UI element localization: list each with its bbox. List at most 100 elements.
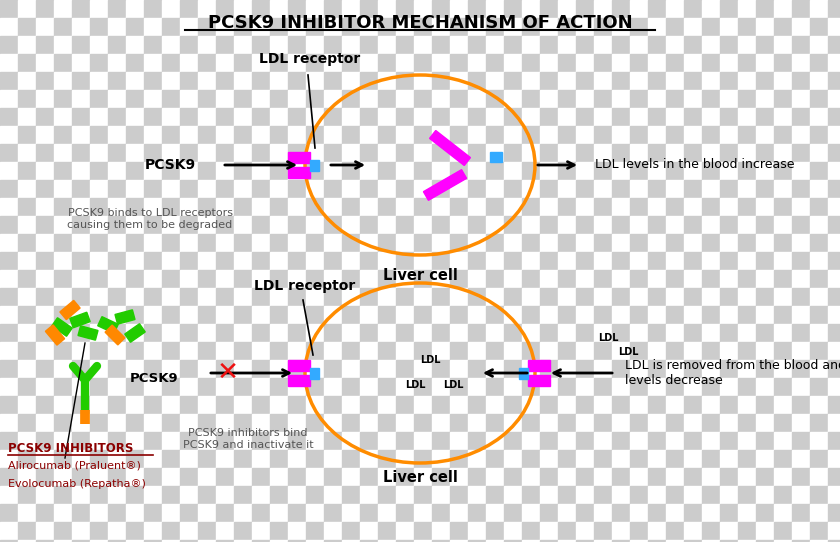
Bar	[180, 504, 198, 522]
Bar	[252, 270, 270, 288]
Bar	[666, 180, 684, 198]
Bar	[54, 396, 72, 414]
Bar	[429, 131, 470, 165]
Bar	[126, 468, 144, 486]
Bar	[630, 54, 648, 72]
Bar	[36, 252, 54, 270]
Bar	[306, 18, 324, 36]
Bar	[234, 90, 252, 108]
Bar	[0, 288, 18, 306]
Bar	[612, 270, 630, 288]
Bar	[144, 180, 162, 198]
Bar	[612, 126, 630, 144]
Bar	[360, 378, 378, 396]
Bar	[828, 252, 840, 270]
Bar	[90, 126, 108, 144]
Bar	[360, 126, 378, 144]
Bar	[36, 0, 54, 18]
Bar	[540, 0, 558, 18]
Bar	[450, 540, 468, 542]
Bar	[450, 180, 468, 198]
Bar	[396, 378, 414, 396]
Bar	[306, 486, 324, 504]
Bar	[756, 450, 774, 468]
Bar	[738, 72, 756, 90]
Bar	[738, 396, 756, 414]
Bar	[36, 432, 54, 450]
Bar	[54, 90, 72, 108]
Bar	[108, 522, 126, 540]
Bar	[522, 468, 540, 486]
Bar	[288, 72, 306, 90]
Bar	[612, 198, 630, 216]
Bar	[504, 198, 522, 216]
Bar	[558, 198, 576, 216]
Bar	[180, 468, 198, 486]
Bar	[630, 252, 648, 270]
Bar	[0, 126, 18, 144]
Bar	[180, 108, 198, 126]
Bar	[594, 90, 612, 108]
Bar	[810, 216, 828, 234]
Bar	[720, 180, 738, 198]
Bar	[792, 360, 810, 378]
Bar	[288, 396, 306, 414]
Bar	[648, 90, 666, 108]
Bar	[828, 360, 840, 378]
Bar	[342, 54, 360, 72]
Bar	[180, 216, 198, 234]
Bar	[468, 270, 486, 288]
Bar	[468, 108, 486, 126]
Bar	[252, 432, 270, 450]
Bar	[558, 18, 576, 36]
Bar	[540, 468, 558, 486]
Bar	[342, 324, 360, 342]
Bar	[522, 270, 540, 288]
Bar	[306, 216, 324, 234]
Bar	[774, 108, 792, 126]
Bar	[702, 72, 720, 90]
Bar	[594, 432, 612, 450]
Bar	[702, 378, 720, 396]
Bar	[774, 288, 792, 306]
Bar	[270, 144, 288, 162]
Bar	[504, 252, 522, 270]
Bar	[810, 252, 828, 270]
Bar	[486, 288, 504, 306]
Bar	[324, 252, 342, 270]
Bar	[576, 450, 594, 468]
Bar	[360, 270, 378, 288]
Bar	[180, 162, 198, 180]
Bar	[72, 36, 90, 54]
Bar	[126, 72, 144, 90]
Bar	[720, 432, 738, 450]
Bar	[36, 396, 54, 414]
Bar	[594, 324, 612, 342]
Bar	[576, 72, 594, 90]
Bar	[126, 432, 144, 450]
Bar	[630, 234, 648, 252]
Bar	[720, 288, 738, 306]
Bar	[630, 450, 648, 468]
Bar	[216, 504, 234, 522]
Bar	[828, 486, 840, 504]
Bar	[612, 468, 630, 486]
Bar	[18, 504, 36, 522]
Bar	[234, 234, 252, 252]
Bar	[720, 414, 738, 432]
Bar	[378, 216, 396, 234]
Bar	[0, 396, 18, 414]
Bar	[90, 0, 108, 18]
Bar	[108, 288, 126, 306]
Bar	[612, 252, 630, 270]
Bar	[306, 90, 324, 108]
Bar	[0, 486, 18, 504]
Bar	[126, 252, 144, 270]
Bar	[144, 90, 162, 108]
Bar	[576, 540, 594, 542]
Bar	[108, 0, 126, 18]
Bar	[504, 360, 522, 378]
Bar	[504, 72, 522, 90]
Bar	[540, 126, 558, 144]
Bar	[396, 522, 414, 540]
